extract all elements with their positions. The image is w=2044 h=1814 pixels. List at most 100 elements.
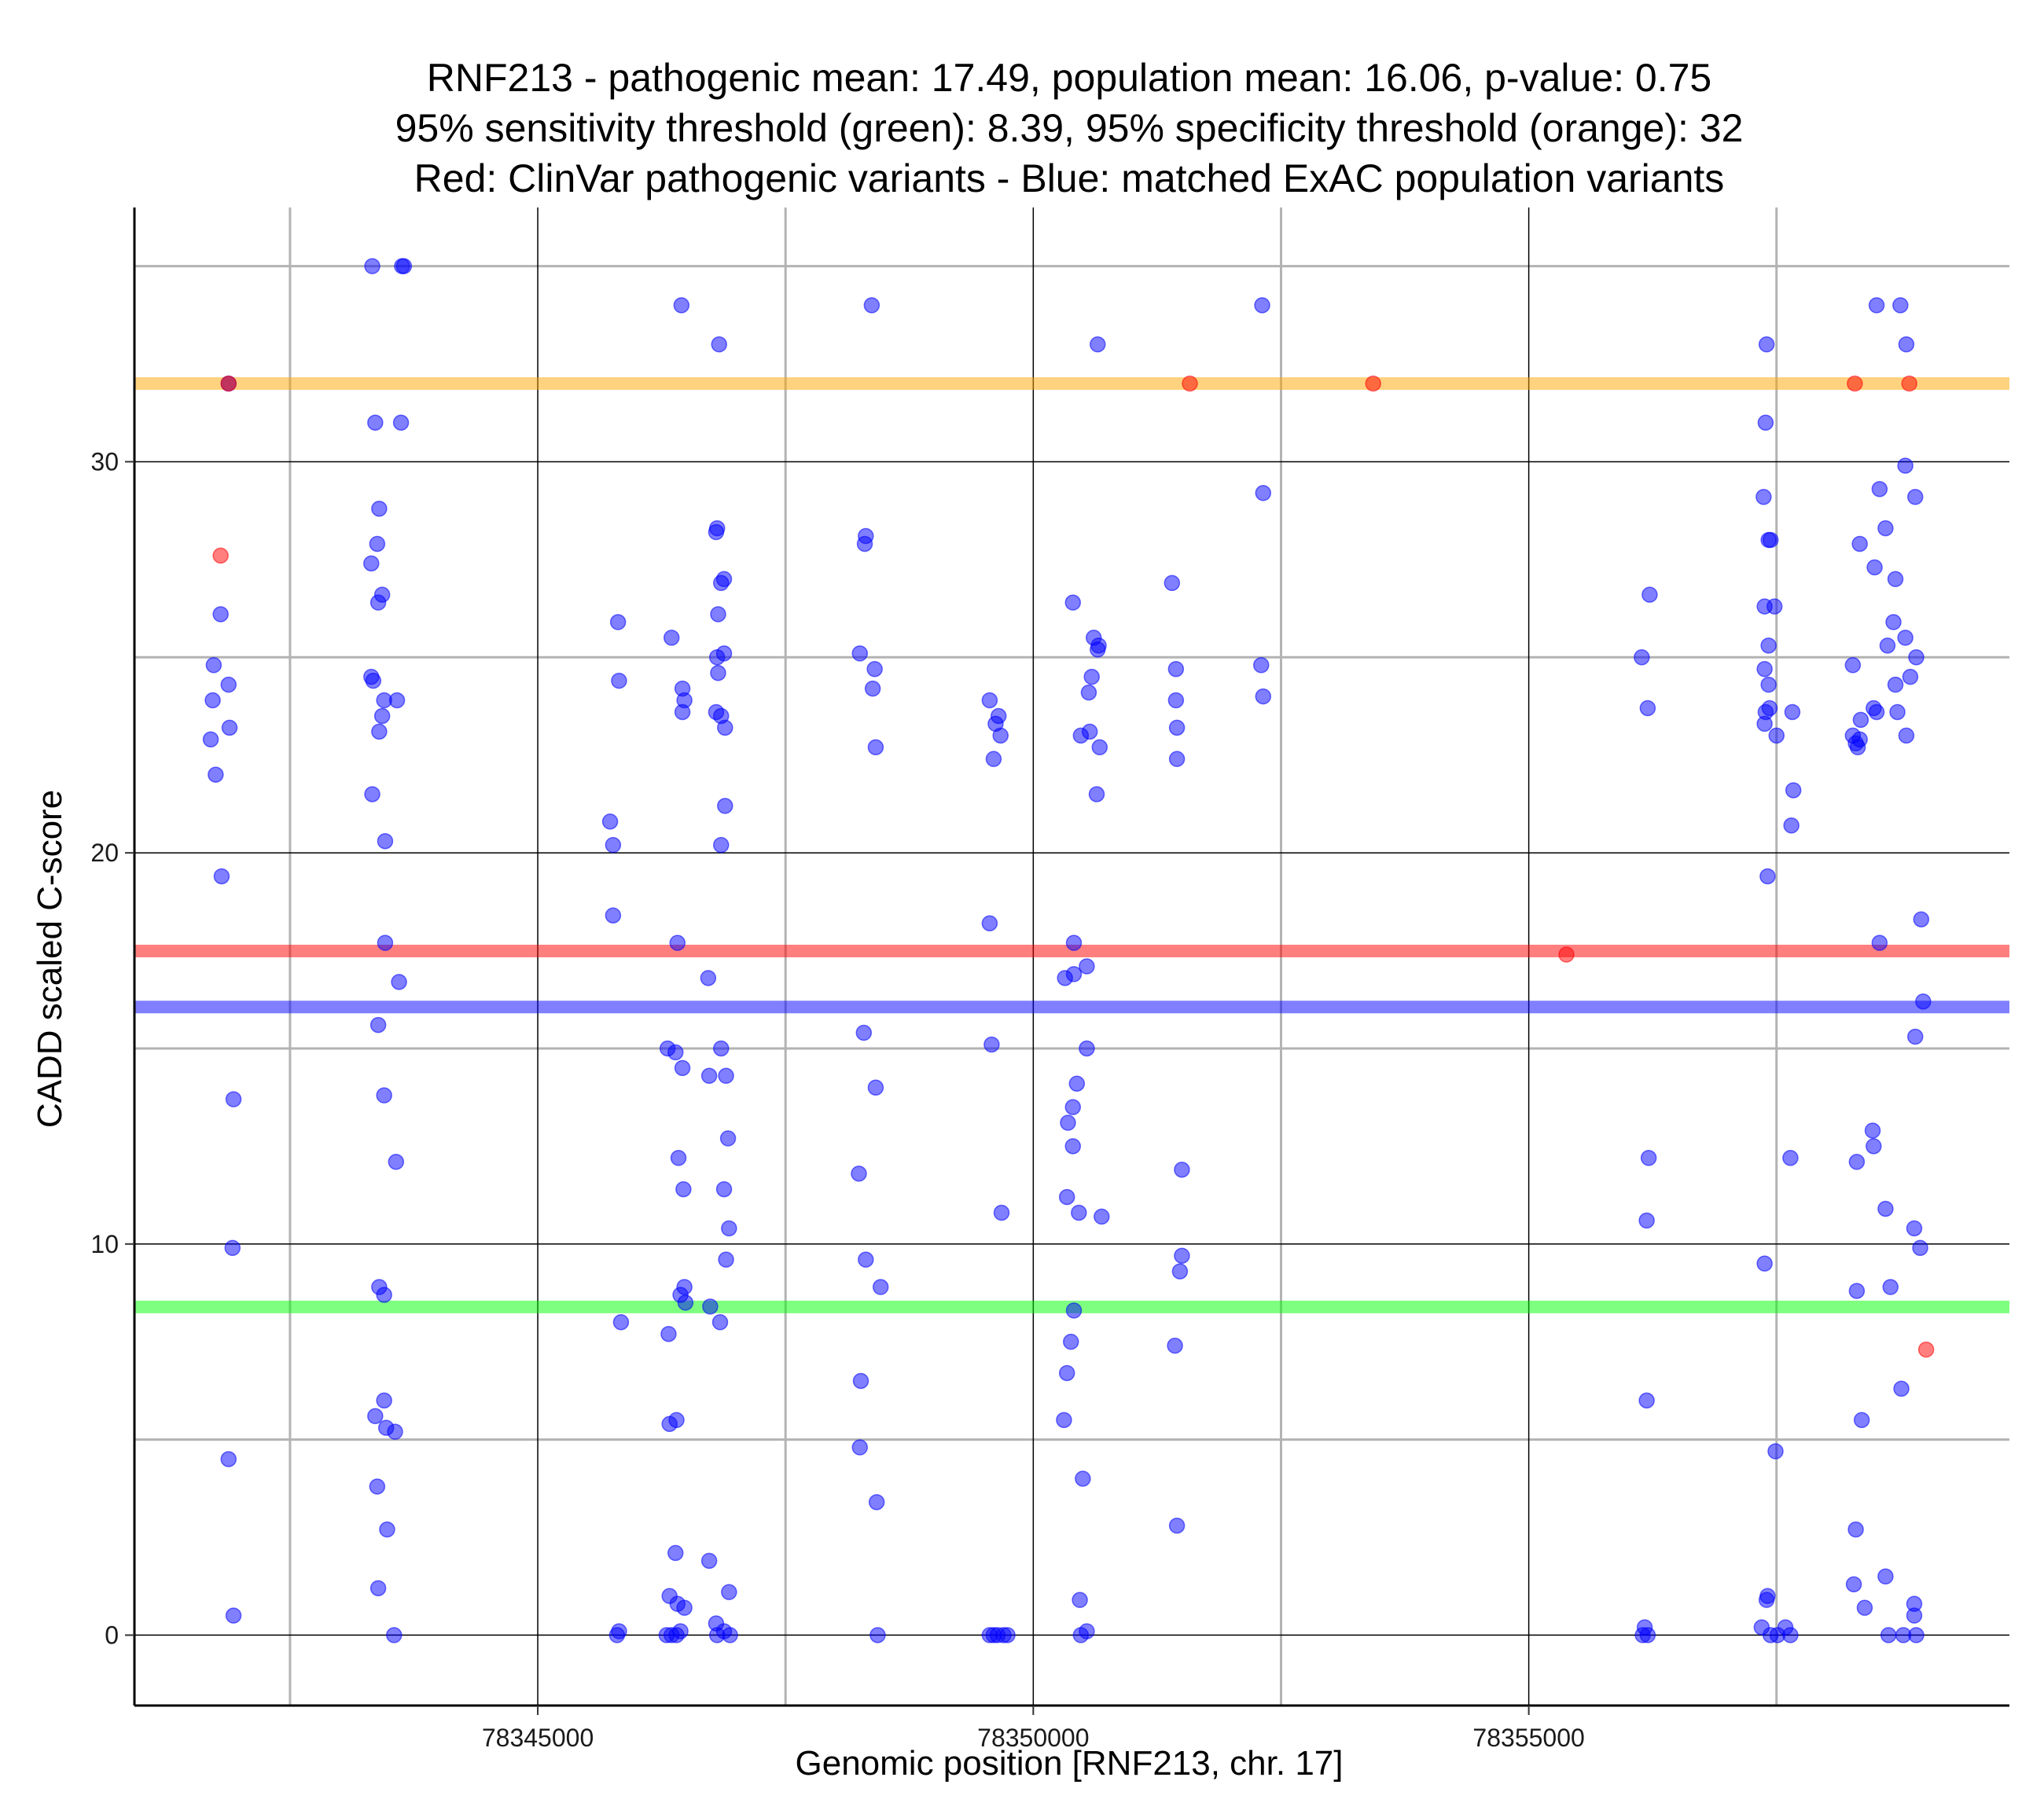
population-variant-point [225, 1607, 242, 1624]
population-variant-point [386, 1627, 403, 1643]
population-variant-point [1782, 1627, 1799, 1643]
population-variant-point [1915, 993, 1932, 1010]
population-variant-point [1079, 958, 1095, 975]
population-variant-point [1847, 735, 1864, 752]
population-variant-point [1856, 1599, 1873, 1616]
population-variant-point [673, 297, 690, 314]
population-variant-point [1168, 751, 1186, 767]
population-variant-point [661, 1416, 678, 1432]
population-variant-point [674, 1059, 691, 1077]
pathogenic-variant-point [1182, 375, 1198, 392]
population-variant-point [1171, 1263, 1189, 1280]
population-variant-point [708, 523, 725, 541]
population-variant-point [608, 1627, 626, 1643]
population-variant-point [208, 766, 224, 783]
population-variant-point [1866, 559, 1883, 576]
population-variant-point [1168, 1517, 1186, 1534]
population-variant-point [1906, 489, 1924, 505]
population-variant-point [677, 1294, 694, 1311]
population-variant-point [667, 1044, 684, 1061]
population-variant-point [605, 836, 622, 854]
population-variant-point [1885, 614, 1902, 630]
population-variant-point [1767, 1443, 1784, 1460]
population-variant-point [713, 836, 730, 854]
population-variant-point [1639, 1627, 1656, 1643]
population-variant-point [373, 707, 391, 725]
y-tick-label: 30 [90, 447, 119, 476]
population-variant-point [1071, 1204, 1087, 1221]
population-variant-point [1091, 739, 1108, 756]
population-variant-point [1756, 1255, 1773, 1272]
population-variant-point [391, 974, 407, 990]
population-variant-point [1058, 1188, 1075, 1206]
population-variant-point [609, 614, 627, 630]
population-variant-point [719, 1130, 737, 1147]
y-tick-label: 0 [105, 1621, 119, 1649]
population-variant-point [985, 751, 1002, 767]
population-variant-point [1254, 297, 1270, 314]
population-variant-point [1887, 676, 1904, 693]
population-variant-point [863, 297, 880, 314]
population-variant-point [376, 1087, 392, 1103]
population-variant-point [867, 739, 884, 756]
population-variant-point [371, 723, 388, 740]
population-variant-point [1167, 692, 1185, 709]
population-variant-point [369, 1478, 386, 1495]
population-variant-point [1848, 1283, 1866, 1299]
population-variant-point [225, 1091, 242, 1107]
population-variant-point [667, 1544, 684, 1562]
population-variant-point [1065, 966, 1083, 982]
population-variant-point [1755, 489, 1772, 505]
population-variant-point [672, 1623, 689, 1640]
population-variant-point [713, 1040, 730, 1057]
chart-title-line-2: 95% sensitivity threshold (green): 8.39,… [395, 106, 1744, 150]
population-variant-point [999, 1627, 1016, 1643]
population-variant-point [1892, 297, 1909, 314]
population-variant-point [674, 703, 691, 721]
population-variant-point [1851, 535, 1868, 553]
population-variant-point [1897, 630, 1913, 646]
chart-title-line-3: Red: ClinVar pathogenic variants - Blue:… [414, 156, 1725, 200]
population-variant-point [364, 786, 380, 802]
population-variant-point [1174, 1161, 1190, 1178]
population-variant-point [675, 1181, 692, 1198]
population-variant-point [388, 1154, 405, 1170]
population-variant-point [1060, 1114, 1076, 1131]
population-variant-point [220, 676, 237, 693]
population-variant-point [1167, 1337, 1183, 1354]
population-variant-point [1785, 782, 1802, 799]
population-variant-point [717, 798, 733, 814]
population-variant-point [1088, 786, 1105, 802]
population-variant-point [1906, 1607, 1923, 1624]
population-variant-point [1844, 657, 1862, 674]
population-variant-point [1164, 575, 1181, 591]
population-variant-point [1879, 637, 1896, 654]
population-variant-point [601, 813, 619, 830]
population-variant-point [981, 692, 998, 709]
population-variant-point [1868, 703, 1885, 721]
major-gridlines [134, 207, 2009, 1706]
population-variant-point [1898, 336, 1915, 353]
population-variant-point [1064, 1138, 1082, 1155]
population-variant-point [1783, 817, 1800, 834]
population-variant-point [858, 1251, 874, 1268]
population-variant-point [864, 680, 881, 697]
population-variant-point [676, 1599, 693, 1616]
population-variant-point [1094, 1208, 1110, 1225]
population-variant-point [365, 672, 382, 689]
population-variant-point [855, 1024, 873, 1041]
population-variant-point [866, 660, 883, 677]
population-variant-point [708, 649, 726, 666]
pathogenic-variant-point [1917, 1341, 1935, 1358]
population-variant-point [670, 1150, 687, 1166]
population-variant-point [367, 1408, 384, 1424]
population-variant-point [1168, 719, 1186, 736]
population-variant-point [700, 1552, 718, 1570]
population-variant-point [992, 727, 1009, 744]
population-variant-point [715, 1181, 733, 1198]
population-variant-point [1756, 660, 1773, 677]
population-variant-point [856, 535, 873, 553]
population-variant-point [1756, 598, 1773, 615]
population-variant-point [392, 414, 410, 431]
